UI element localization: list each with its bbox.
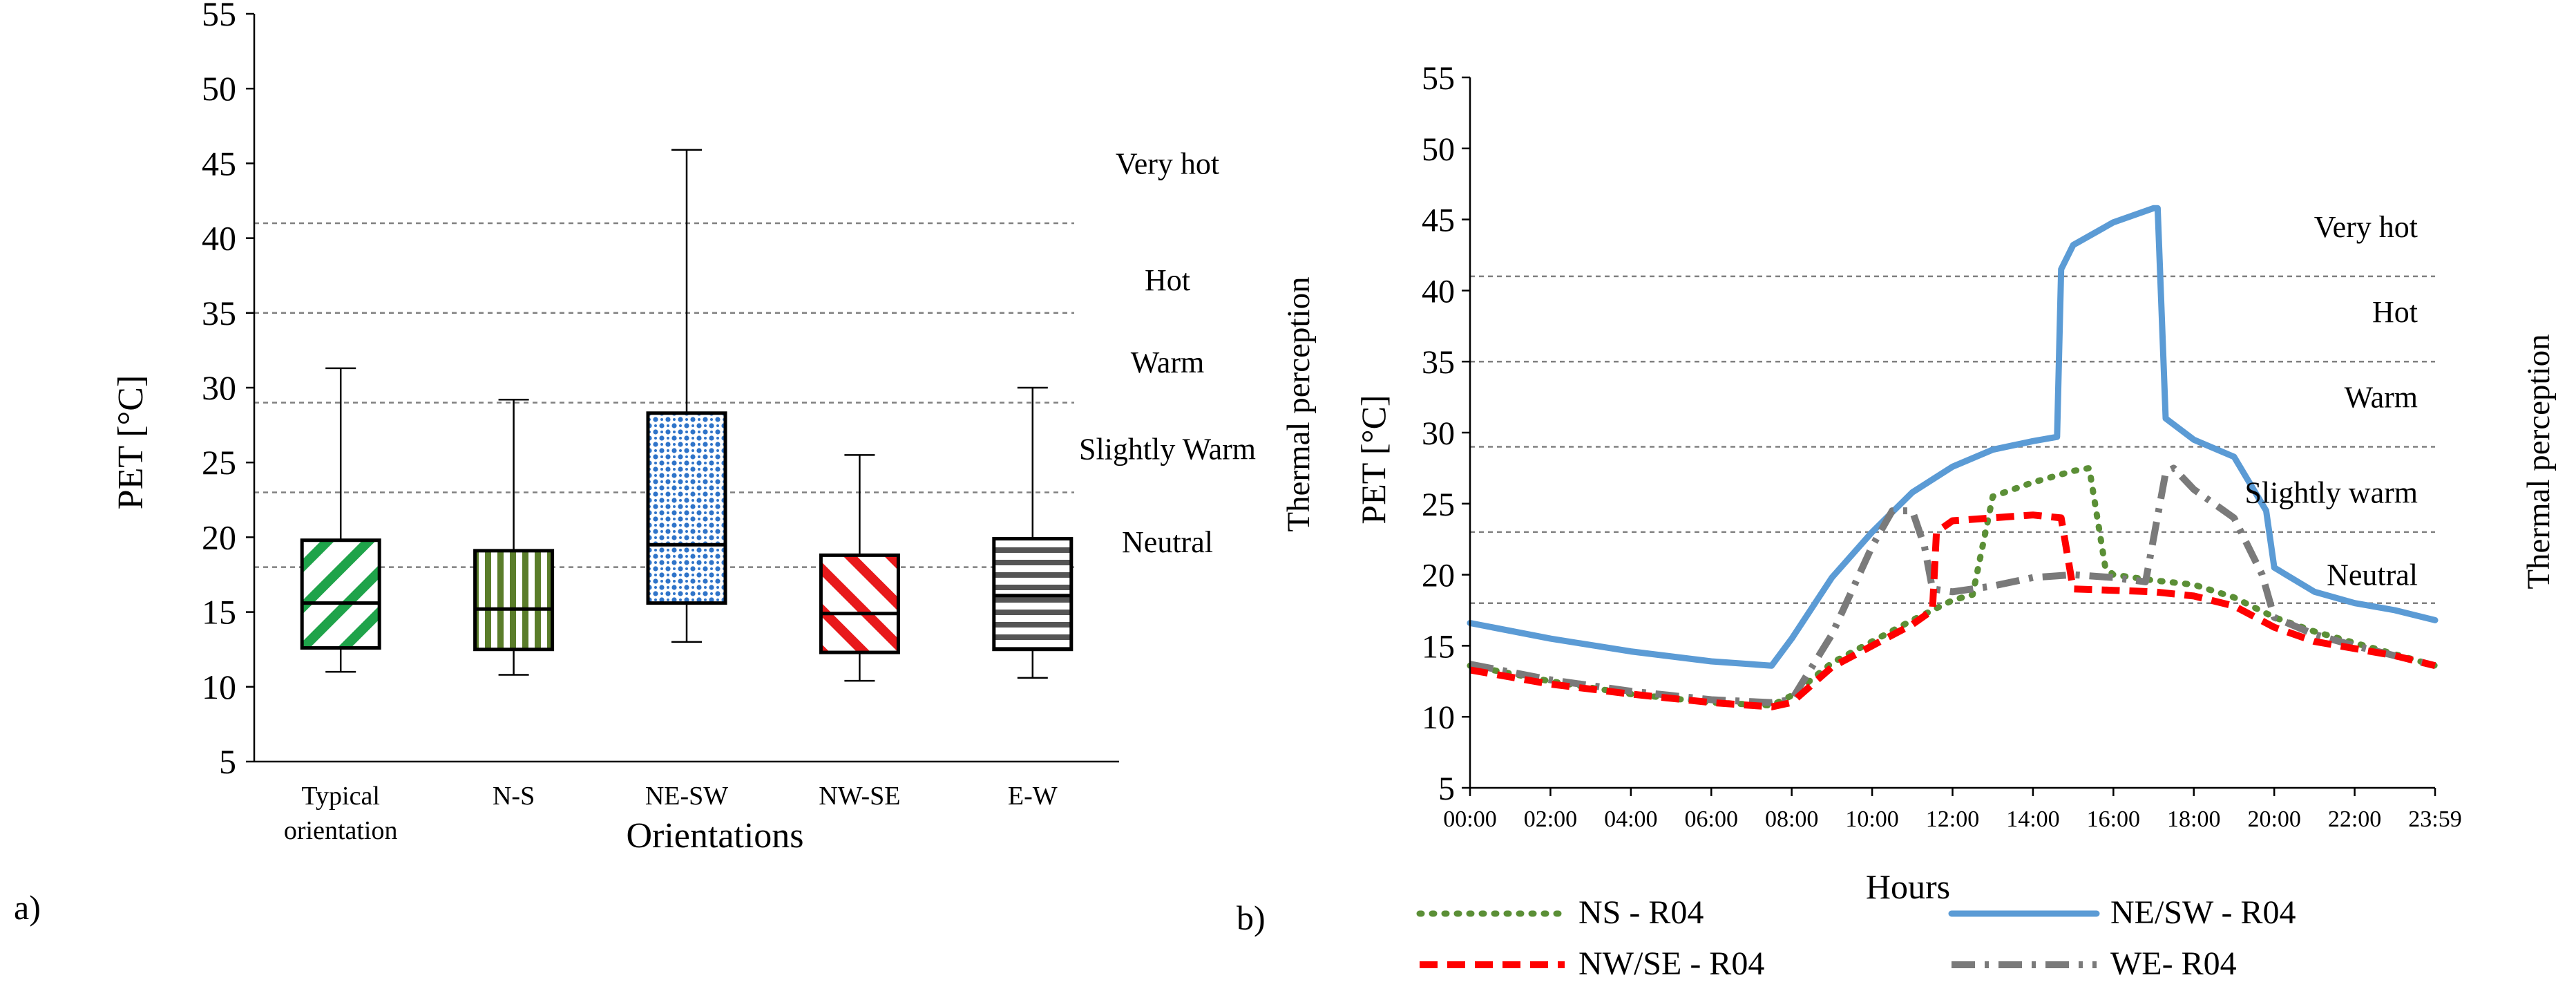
legend-label: NE/SW - R04	[2110, 894, 2296, 931]
box-iqr	[819, 553, 900, 654]
b-x-tick-label: 23:59	[2408, 806, 2461, 832]
b-y-tick-label: 20	[1422, 558, 1455, 594]
box-iqr	[646, 411, 727, 605]
a-y-tick-label: 10	[202, 668, 236, 706]
b-y-tick-label: 10	[1422, 699, 1455, 736]
a-y-tick-label: 15	[202, 593, 236, 632]
a-threshold-label-slightly-warm: Slightly Warm	[1079, 433, 1256, 466]
a-threshold-lines	[254, 222, 1074, 568]
b-threshold-label-very-hot: Very hot	[2314, 210, 2418, 244]
panel-label-b: b)	[1237, 898, 1266, 937]
legend-label: NW/SE - R04	[1578, 945, 1764, 982]
b-y-tick-label: 35	[1422, 344, 1455, 381]
box-iqr	[300, 538, 381, 650]
a-threshold-labels: Very hot Hot Warm Slightly Warm Neutral	[1079, 147, 1256, 558]
box-iqr	[473, 549, 555, 652]
a-threshold-label-warm: Warm	[1131, 346, 1204, 379]
b-x-tick-label: 10:00	[1845, 806, 1898, 832]
a-threshold-label-neutral: Neutral	[1122, 525, 1213, 559]
b-x-tick-label: 00:00	[1443, 806, 1496, 832]
panel-label-a: a)	[14, 888, 41, 927]
b-x-tick-label: 08:00	[1765, 806, 1818, 832]
a-y-axis-label: PET [°C]	[111, 375, 151, 510]
legend-label: WE- R04	[2110, 945, 2237, 982]
boxplot-ne-sw	[646, 149, 727, 643]
chart-panel-b: 5 10 15 20 25 30 35 40 45 50 55 00:00 02:00 04:00 06:…	[1237, 60, 2557, 982]
a-x-tick-label: N-S	[493, 782, 535, 811]
b-y-tick-label: 5	[1438, 771, 1455, 807]
boxplot-e-w	[992, 386, 1074, 679]
a-x-tick-label: E-W	[1008, 782, 1058, 811]
b-y-tick-label: 15	[1422, 628, 1455, 665]
b-legend: NS - R04 NE/SW - R04 NW/SE - R04 WE- R04	[1416, 894, 2296, 982]
b-y-tick-label: 40	[1422, 273, 1455, 310]
b-threshold-label-warm: Warm	[2345, 381, 2418, 415]
a-x-tick-label: NE-SW	[645, 782, 728, 811]
b-x-tick-label: 06:00	[1685, 806, 1738, 832]
b-right-axis-label: Thermal perception	[2521, 334, 2557, 589]
series-line-nw-se-r04	[1469, 511, 2436, 710]
a-y-tick-label: 40	[202, 219, 236, 258]
b-x-tick-label: 14:00	[2006, 806, 2059, 832]
boxplot-nw-se	[819, 454, 900, 682]
boxplot-typical-orientation	[300, 367, 381, 673]
a-threshold-label-very-hot: Very hot	[1116, 147, 1219, 180]
b-y-tick-label: 55	[1422, 60, 1455, 97]
chart-panel-a: 5 10 15 20 25 30 35 40 45 50 55 Typical orientation…	[14, 0, 1317, 927]
b-x-tick-label: 12:00	[1926, 806, 1979, 832]
legend-item-ns-r04: NS - R04	[1416, 894, 1704, 931]
b-threshold-label-slightly-warm: Slightly warm	[2244, 475, 2418, 509]
b-threshold-labels: Very hot Hot Warm Slightly warm Neutral	[2244, 210, 2418, 592]
a-y-tick-label: 20	[202, 518, 236, 556]
a-y-tick-label: 45	[202, 144, 236, 182]
a-y-ticks: 5 10 15 20 25 30 35 40 45 50 55	[202, 0, 254, 781]
a-x-tick-label: orientation	[284, 816, 398, 845]
a-x-tick-label: Typical	[301, 782, 379, 811]
b-y-tick-label: 50	[1422, 131, 1455, 168]
boxplot-n-s	[473, 399, 555, 676]
b-y-tick-label: 25	[1422, 487, 1455, 523]
a-x-axis-label: Orientations	[626, 816, 803, 856]
b-x-tick-label: 02:00	[1524, 806, 1577, 832]
b-x-ticks: 00:00 02:00 04:00 06:00 08:00 10:00 12:00 14:00…	[1443, 788, 2462, 832]
a-y-tick-label: 30	[202, 368, 236, 407]
a-y-tick-label: 55	[202, 0, 236, 33]
b-x-tick-label: 04:00	[1604, 806, 1657, 832]
b-y-axis-label: PET [°C]	[1354, 395, 1393, 524]
b-y-tick-label: 45	[1422, 202, 1455, 239]
a-y-tick-label: 5	[219, 742, 236, 781]
b-threshold-label-hot: Hot	[2372, 295, 2418, 329]
b-series-lines	[1467, 205, 2439, 710]
b-x-axis-label: Hours	[1866, 867, 1950, 906]
b-x-tick-label: 22:00	[2328, 806, 2381, 832]
legend-label: NS - R04	[1578, 894, 1704, 931]
b-x-tick-label: 16:00	[2087, 806, 2140, 832]
a-threshold-label-hot: Hot	[1145, 263, 1190, 297]
a-right-axis-label: Thermal perception	[1281, 276, 1317, 531]
b-y-tick-label: 30	[1422, 415, 1455, 452]
legend-item-nw-se-r04: NW/SE - R04	[1420, 945, 1764, 982]
b-threshold-lines	[1470, 275, 2435, 604]
b-threshold-label-neutral: Neutral	[2327, 558, 2418, 592]
a-y-tick-label: 50	[202, 69, 236, 108]
b-x-tick-label: 20:00	[2247, 806, 2300, 832]
b-x-tick-label: 18:00	[2167, 806, 2220, 832]
legend-item-ne-sw-r04: NE/SW - R04	[1948, 894, 2296, 931]
series-line-we-r04	[1469, 464, 2436, 706]
a-y-tick-label: 25	[202, 443, 236, 482]
a-y-tick-label: 35	[202, 294, 236, 332]
a-x-tick-labels: Typical orientation N-S NE-SW NW-SE E-W	[284, 782, 1058, 845]
legend-item-we-r04: WE- R04	[1952, 945, 2237, 982]
b-y-ticks: 5 10 15 20 25 30 35 40 45 50 55	[1422, 60, 1470, 807]
a-boxplots	[300, 149, 1074, 682]
series-line-ne-sw-r04	[1467, 205, 2439, 669]
a-x-tick-label: NW-SE	[819, 782, 900, 811]
